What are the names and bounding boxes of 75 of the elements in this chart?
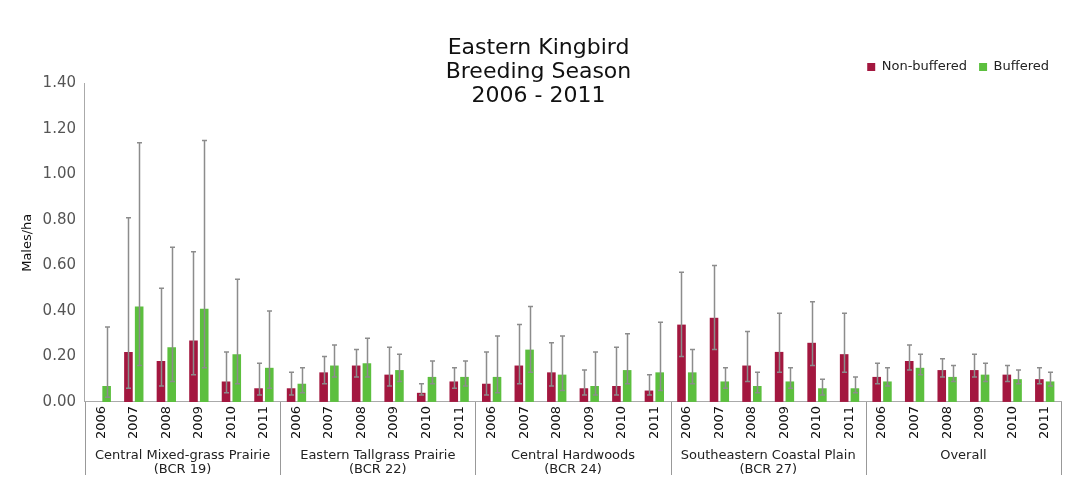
x-tick-label: 2009 xyxy=(971,405,987,440)
legend-label: Buffered xyxy=(993,58,1049,74)
x-tick-label: 2006 xyxy=(287,405,303,440)
y-tick-label: 1.40 xyxy=(42,73,76,92)
x-tick-label: 2009 xyxy=(580,405,596,440)
x-tick-label: 2008 xyxy=(743,405,759,440)
x-tick-label: 2011 xyxy=(450,405,466,440)
bar xyxy=(883,381,892,402)
y-tick-label: 1.20 xyxy=(42,118,76,137)
y-tick-label: 0.60 xyxy=(42,255,76,274)
bar xyxy=(677,324,686,402)
x-tick-label: 2011 xyxy=(840,405,856,440)
y-tick-label: 0.80 xyxy=(42,209,76,228)
bar xyxy=(189,340,198,402)
x-tick-label: 2008 xyxy=(548,405,564,440)
text: Eastern Tallgrass Prairie (BCR 22) xyxy=(300,446,456,476)
x-tick-label: 2009 xyxy=(385,405,401,440)
bar xyxy=(720,381,730,402)
bar xyxy=(547,372,556,402)
bar xyxy=(904,360,914,402)
x-tick-label: 2008 xyxy=(157,405,173,440)
x-tick-label: 2008 xyxy=(938,405,954,440)
text: Central Hardwoods (BCR 24) xyxy=(510,446,636,476)
bar xyxy=(232,354,242,402)
bar xyxy=(1013,379,1022,402)
x-tick-label: 2006 xyxy=(92,405,108,440)
x-tick-label: 2006 xyxy=(483,405,499,440)
x-tick-label: 2008 xyxy=(352,405,368,440)
text: Southeastern Coastal Plain (BCR 27) xyxy=(680,446,856,476)
bar xyxy=(460,376,469,402)
x-tick-label: 2007 xyxy=(905,405,921,440)
y-tick-label: 1.00 xyxy=(42,164,76,183)
bar xyxy=(199,308,209,402)
x-tick-label: 2009 xyxy=(775,405,791,440)
x-tick-label: 2007 xyxy=(125,405,141,440)
x-tick-label: 2010 xyxy=(417,405,433,440)
bar xyxy=(970,370,979,402)
x-tick-label: 2010 xyxy=(613,405,629,440)
chart-title: Eastern Kingbird Breeding Season 2006 - 2011 xyxy=(445,33,632,108)
text: Central Mixed-grass Prairie (BCR 19) xyxy=(94,446,271,476)
bar xyxy=(319,372,328,402)
bar xyxy=(167,347,176,402)
x-tick-label: 2011 xyxy=(645,405,661,440)
x-tick-label: 2010 xyxy=(222,405,238,440)
y-tick-label: 0.40 xyxy=(42,300,76,319)
bar xyxy=(449,381,459,402)
x-tick-label: 2010 xyxy=(1003,405,1019,440)
bar xyxy=(265,367,274,402)
x-tick-label: 2007 xyxy=(710,405,726,440)
bar xyxy=(655,372,664,402)
bar xyxy=(525,349,534,402)
x-tick-label: 2007 xyxy=(515,405,531,440)
bar xyxy=(948,376,957,402)
y-tick-label: 0.00 xyxy=(42,391,76,410)
bar xyxy=(330,365,339,402)
x-tick-label: 2010 xyxy=(808,405,824,440)
bar xyxy=(124,351,133,402)
x-tick-label: 2009 xyxy=(190,405,206,440)
x-tick-label: 2006 xyxy=(873,405,889,440)
x-tick-label: 2011 xyxy=(1036,405,1052,440)
bar xyxy=(872,376,881,402)
bar xyxy=(937,370,947,402)
bar xyxy=(395,370,404,402)
text: Overall xyxy=(940,446,987,462)
y-axis-title: Males/ha xyxy=(19,213,35,272)
bar xyxy=(1035,379,1044,402)
y-tick-label: 0.20 xyxy=(42,346,76,365)
bar xyxy=(742,365,751,402)
legend-label: Non-buffered xyxy=(881,58,968,74)
bar xyxy=(687,372,697,402)
bar xyxy=(384,374,393,402)
x-tick-label: 2007 xyxy=(320,405,336,440)
x-tick-label: 2011 xyxy=(255,405,271,440)
bar xyxy=(807,342,816,402)
x-tick-label: 2006 xyxy=(678,405,694,440)
